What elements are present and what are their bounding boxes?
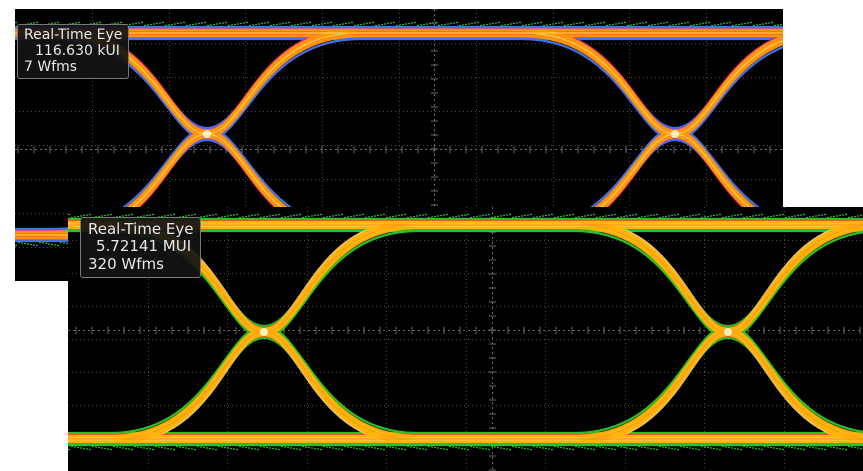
eye-traces	[15, 21, 783, 247]
readout-waveform-count: 320 Wfms	[88, 254, 164, 273]
eye-diagram-view-2[interactable]: Real-Time Eye 5.72141 MUI 320 Wfms	[68, 207, 863, 471]
eye-readout-panel[interactable]: Real-Time Eye 116.630 kUI 7 Wfms	[17, 24, 130, 80]
readout-ui-count: 5.72141 MUI	[96, 237, 192, 256]
readout-ui-count: 116.630 kUI	[35, 43, 120, 60]
eye-readout-panel[interactable]: Real-Time Eye 5.72141 MUI 320 Wfms	[80, 217, 202, 278]
readout-title: Real-Time Eye	[88, 220, 194, 238]
eye-traces	[68, 213, 863, 451]
readout-waveform-count: 7 Wfms	[24, 59, 78, 76]
readout-title: Real-Time Eye	[24, 27, 123, 43]
